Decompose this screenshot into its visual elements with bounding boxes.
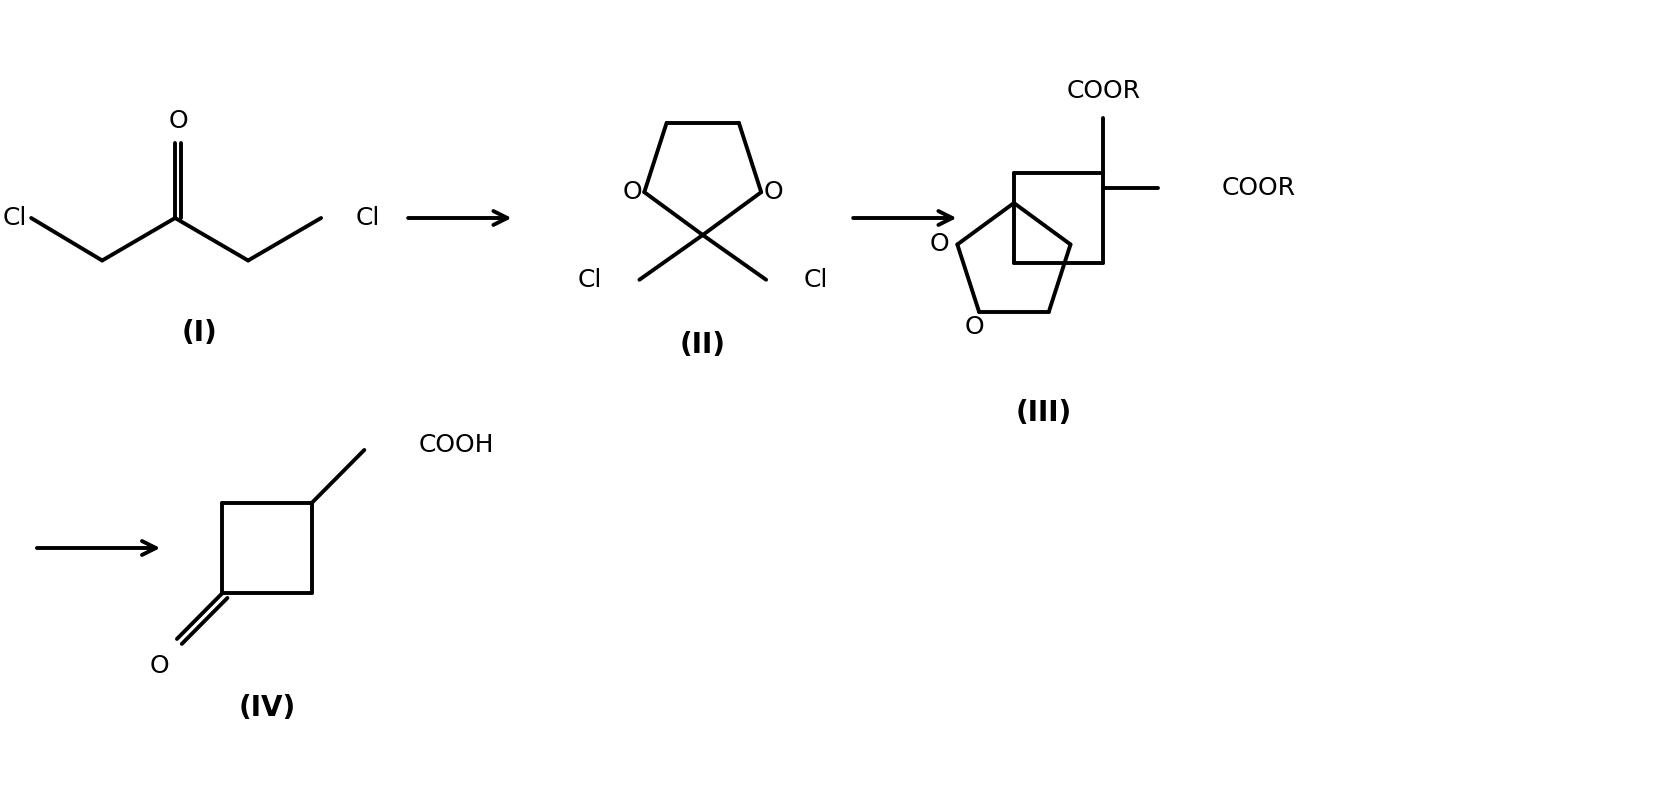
- Text: O: O: [763, 180, 783, 204]
- Text: COOR: COOR: [1066, 79, 1140, 103]
- Text: O: O: [622, 180, 642, 204]
- Text: (III): (III): [1016, 399, 1072, 427]
- Text: O: O: [169, 109, 189, 133]
- Text: O: O: [930, 232, 950, 256]
- Text: (IV): (IV): [238, 694, 296, 722]
- Text: Cl: Cl: [356, 206, 381, 230]
- Text: Cl: Cl: [578, 268, 602, 292]
- Text: (I): (I): [182, 319, 218, 347]
- Text: (II): (II): [680, 331, 727, 359]
- Text: Cl: Cl: [804, 268, 828, 292]
- Text: O: O: [149, 654, 169, 678]
- Text: Cl: Cl: [3, 206, 26, 230]
- Text: COOR: COOR: [1221, 176, 1296, 200]
- Text: COOH: COOH: [419, 433, 495, 457]
- Text: O: O: [965, 315, 983, 339]
